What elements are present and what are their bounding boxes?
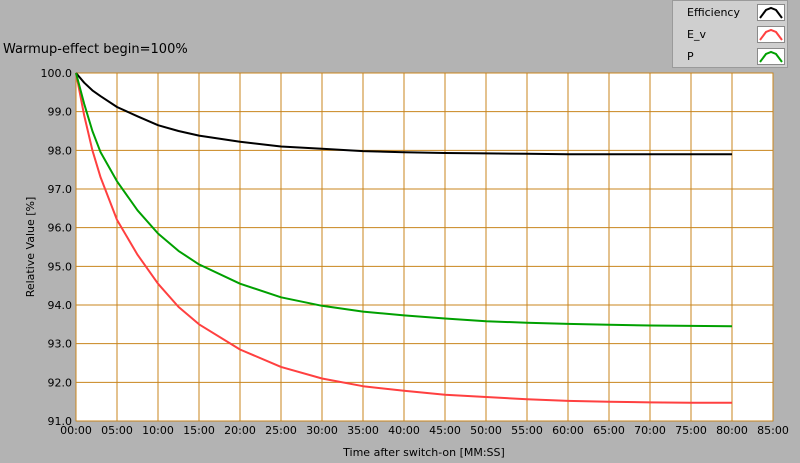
x-axis-label: Time after switch-on [MM:SS] bbox=[342, 446, 505, 459]
x-tick-label: 30:00 bbox=[306, 424, 338, 437]
legend-line-ev bbox=[759, 28, 783, 41]
legend: Efficiency E_v P bbox=[672, 0, 788, 68]
x-tick-label: 65:00 bbox=[593, 424, 625, 437]
legend-line-efficiency bbox=[759, 6, 783, 19]
x-tick-label: 40:00 bbox=[388, 424, 420, 437]
legend-item-efficiency[interactable]: Efficiency bbox=[673, 2, 789, 24]
y-axis-label: Relative Value [%] bbox=[24, 197, 37, 298]
legend-item-p[interactable]: P bbox=[673, 46, 789, 68]
y-tick-label: 95.0 bbox=[48, 260, 73, 273]
x-tick-label: 45:00 bbox=[429, 424, 461, 437]
x-tick-label: 50:00 bbox=[470, 424, 502, 437]
grid bbox=[75, 72, 774, 422]
legend-swatch-efficiency[interactable] bbox=[757, 4, 785, 21]
series-line-p bbox=[75, 72, 733, 328]
x-tick-label: 05:00 bbox=[101, 424, 133, 437]
x-tick-label: 15:00 bbox=[183, 424, 215, 437]
x-tick-label: 25:00 bbox=[265, 424, 297, 437]
x-tick-label: 20:00 bbox=[224, 424, 256, 437]
y-tick-label: 91.0 bbox=[48, 415, 73, 428]
legend-line-p bbox=[759, 50, 783, 63]
x-tick-label: 35:00 bbox=[347, 424, 379, 437]
x-tick-label: 75:00 bbox=[675, 424, 707, 437]
series-layer bbox=[75, 72, 733, 404]
legend-swatch-p[interactable] bbox=[757, 48, 785, 65]
y-tick-label: 96.0 bbox=[48, 222, 73, 235]
legend-label-efficiency: Efficiency bbox=[687, 6, 740, 19]
legend-swatch-ev[interactable] bbox=[757, 26, 785, 43]
x-tick-label: 10:00 bbox=[142, 424, 174, 437]
tick-labels: 00:00 05:00 10:00 15:00 20:00 25:00 30:00 35:00… bbox=[41, 67, 789, 437]
y-tick-label: 93.0 bbox=[48, 338, 73, 351]
x-tick-label: 00:00 bbox=[60, 424, 92, 437]
x-tick-label: 80:00 bbox=[716, 424, 748, 437]
x-tick-label: 60:00 bbox=[552, 424, 584, 437]
legend-label-p: P bbox=[687, 50, 694, 63]
x-tick-label: 85:00 bbox=[757, 424, 789, 437]
y-tick-label: 99.0 bbox=[48, 106, 73, 119]
y-tick-label: 94.0 bbox=[48, 299, 73, 312]
y-tick-label: 100.0 bbox=[41, 67, 73, 80]
y-tick-label: 92.0 bbox=[48, 376, 73, 389]
series-line-e-v bbox=[75, 72, 732, 404]
legend-label-ev: E_v bbox=[687, 28, 706, 41]
y-tick-label: 98.0 bbox=[48, 144, 73, 157]
plot-area bbox=[75, 72, 774, 422]
x-tick-label: 55:00 bbox=[511, 424, 543, 437]
legend-item-ev[interactable]: E_v bbox=[673, 24, 789, 46]
y-tick-label: 97.0 bbox=[48, 183, 73, 196]
chart-title: Warmup-effect begin=100% bbox=[3, 42, 188, 57]
x-tick-label: 70:00 bbox=[634, 424, 666, 437]
series-line-efficiency bbox=[75, 72, 732, 156]
